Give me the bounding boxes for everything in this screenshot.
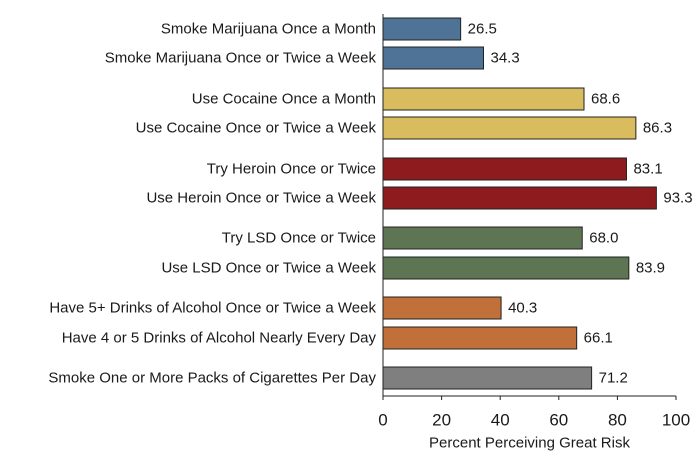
- x-axis: 0 20 40 60 80 100: [378, 14, 690, 430]
- category-label: Smoke Marijuana Once or Twice a Week: [105, 50, 377, 67]
- category-label: Use Cocaine Once or Twice a Week: [136, 120, 377, 137]
- category-label: Have 5+ Drinks of Alcohol Once or Twice …: [49, 300, 376, 317]
- bar-11: [382, 366, 593, 390]
- value-label: 26.5: [468, 21, 497, 38]
- value-label: 71.2: [599, 370, 628, 387]
- category-label: Use LSD Once or Twice a Week: [161, 260, 376, 277]
- value-label: 83.1: [633, 161, 662, 178]
- value-label: 93.3: [663, 190, 692, 207]
- bar-4: [382, 116, 637, 140]
- bar-2: [382, 46, 484, 70]
- value-label: 68.6: [591, 91, 620, 108]
- value-label: 83.9: [636, 260, 665, 277]
- bar-1: [382, 17, 462, 41]
- bar-6: [382, 186, 657, 210]
- category-label: Use Heroin Once or Twice a Week: [146, 190, 376, 207]
- bar-5: [382, 157, 627, 181]
- category-label: Smoke Marijuana Once a Month: [161, 21, 376, 38]
- bar-8: [382, 256, 630, 280]
- value-label: 34.3: [490, 50, 519, 67]
- x-axis-title: Percent Perceiving Great Risk: [429, 435, 630, 452]
- x-tick-label: 20: [432, 411, 451, 430]
- bar-7: [382, 226, 583, 250]
- x-tick-label: 60: [549, 411, 568, 430]
- x-axis-ticks: 0 20 40 60 80 100: [378, 396, 690, 430]
- x-tick-label: 100: [662, 411, 690, 430]
- category-label: Use Cocaine Once a Month: [192, 91, 376, 108]
- category-labels: Smoke Marijuana Once a Month Smoke Mariju…: [48, 21, 376, 387]
- value-label: 40.3: [508, 300, 537, 317]
- category-label: Try LSD Once or Twice: [222, 230, 376, 247]
- x-tick-label: 0: [378, 411, 387, 430]
- x-tick-label: 80: [608, 411, 627, 430]
- value-label: 68.0: [589, 230, 618, 247]
- category-label: Try Heroin Once or Twice: [207, 161, 376, 178]
- x-tick-label: 40: [491, 411, 510, 430]
- value-label: 86.3: [643, 120, 672, 137]
- bar-10: [382, 326, 578, 350]
- value-label: 66.1: [584, 330, 613, 347]
- bar-9: [382, 296, 502, 320]
- bar-3: [382, 87, 585, 111]
- value-labels: 26.5 34.3 68.6 86.3 83.193.3 68.0 83.9 40.3 66.1…: [468, 21, 693, 387]
- category-label: Have 4 or 5 Drinks of Alcohol Nearly Eve…: [62, 330, 377, 347]
- bars: [382, 17, 657, 390]
- category-label: Smoke One or More Packs of Cigarettes Pe…: [48, 370, 376, 387]
